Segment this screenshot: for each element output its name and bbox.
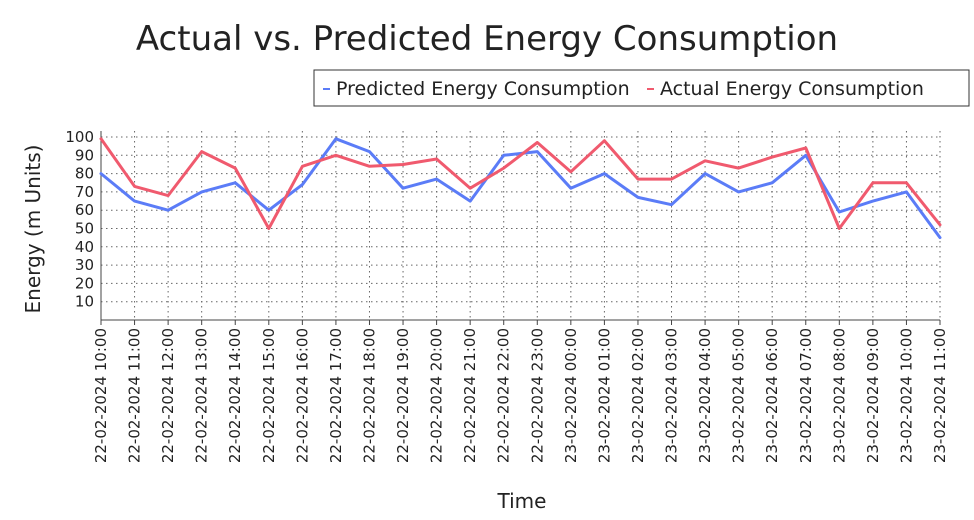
- legend-label-predicted: Predicted Energy Consumption: [336, 78, 630, 100]
- y-tick-label: 20: [75, 274, 94, 292]
- y-tick-label: 90: [75, 146, 94, 164]
- x-tick-label: 22-02-2024 18:00: [360, 328, 378, 463]
- y-tick-label: 40: [75, 238, 94, 256]
- chart-title: Actual vs. Predicted Energy Consumption: [136, 19, 838, 59]
- grid: [100, 131, 941, 320]
- x-tick-label: 22-02-2024 13:00: [193, 328, 211, 463]
- x-tick-label: 22-02-2024 16:00: [293, 328, 311, 463]
- x-tick-label: 22-02-2024 23:00: [528, 328, 546, 463]
- x-tick-label: 22-02-2024 20:00: [428, 328, 446, 463]
- axes: [100, 131, 941, 325]
- series-lines: [99, 137, 942, 240]
- x-tick-label: 22-02-2024 12:00: [159, 328, 177, 463]
- x-tick-label: 22-02-2024 22:00: [495, 328, 513, 463]
- y-tick-label: 70: [75, 183, 94, 201]
- series-line-actual: [99, 137, 942, 230]
- legend: Predicted Energy Consumption Actual Ener…: [313, 69, 970, 107]
- x-tick-label: 22-02-2024 15:00: [260, 328, 278, 463]
- y-tick-label: 30: [75, 256, 94, 274]
- y-tick-label: 100: [65, 128, 94, 146]
- x-tick-label: 23-02-2024 03:00: [663, 328, 681, 463]
- x-tick-label: 22-02-2024 10:00: [92, 328, 110, 463]
- x-tick-label: 23-02-2024 07:00: [797, 328, 815, 463]
- x-tick-label: 22-02-2024 11:00: [126, 328, 144, 463]
- y-tick-label: 50: [75, 220, 94, 238]
- x-tick-label: 23-02-2024 04:00: [696, 328, 714, 463]
- y-tick-label: 80: [75, 165, 94, 183]
- x-tick-label: 23-02-2024 10:00: [897, 328, 915, 463]
- x-tick-label: 23-02-2024 09:00: [864, 328, 882, 463]
- x-tick-label: 23-02-2024 05:00: [730, 328, 748, 463]
- x-tick-label: 23-02-2024 00:00: [562, 328, 580, 463]
- x-tick-label: 22-02-2024 17:00: [327, 328, 345, 463]
- y-tick-label: 60: [75, 201, 94, 219]
- x-tick-label: 22-02-2024 21:00: [461, 328, 479, 463]
- legend-box: [313, 69, 970, 107]
- x-tick-label: 23-02-2024 08:00: [830, 328, 848, 463]
- legend-label-actual: Actual Energy Consumption: [660, 78, 924, 100]
- x-tick-label: 23-02-2024 01:00: [595, 328, 613, 463]
- x-tick-label: 23-02-2024 06:00: [763, 328, 781, 463]
- x-tick-label: 23-02-2024 11:00: [931, 328, 949, 463]
- x-tick-label: 23-02-2024 02:00: [629, 328, 647, 463]
- x-axis-label: Time: [497, 489, 547, 513]
- x-tick-labels: 22-02-2024 10:00 22-02-2024 11:00 22-02-20…: [92, 328, 949, 463]
- y-axis-label: Energy (m Units): [21, 145, 45, 314]
- x-tick-label: 22-02-2024 14:00: [226, 328, 244, 463]
- y-tick-label: 10: [75, 293, 94, 311]
- x-tick-label: 22-02-2024 19:00: [394, 328, 412, 463]
